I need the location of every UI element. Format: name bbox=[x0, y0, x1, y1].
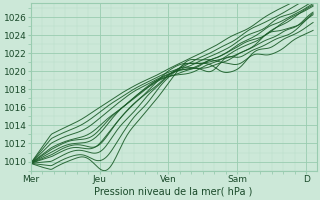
X-axis label: Pression niveau de la mer( hPa ): Pression niveau de la mer( hPa ) bbox=[94, 187, 253, 197]
